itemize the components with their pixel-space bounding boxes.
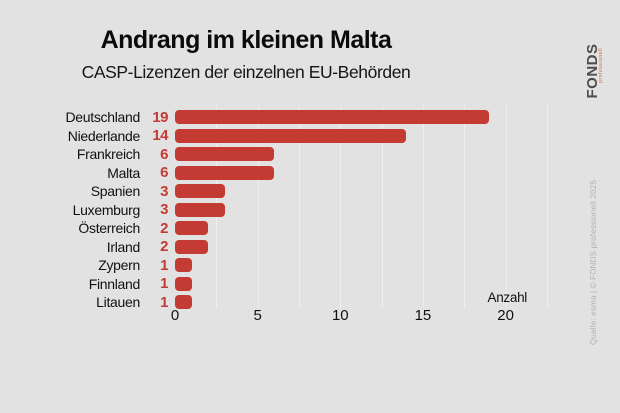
fonds-logo-rotated: FONDS professionell [584, 43, 604, 99]
x-tick: 0 [170, 307, 180, 324]
chart-title: Andrang im kleinen Malta [100, 26, 392, 54]
bar-rows: Deutschland 19 Niederlande 14 Frankreich 6 Mal… [0, 108, 620, 312]
gridline [299, 103, 300, 308]
category-label: Malta [107, 164, 140, 181]
bar [175, 147, 275, 162]
bar [175, 239, 209, 254]
bar-track [175, 202, 620, 217]
bar [175, 165, 275, 180]
category-label: Litauen [96, 294, 140, 311]
value-label: 3 [160, 182, 168, 200]
x-tick: 20 [497, 307, 514, 324]
x-tick: 15 [414, 307, 432, 324]
category-label: Zypern [98, 257, 140, 274]
bar-track [175, 128, 620, 143]
bar-row: Malta 6 [0, 164, 620, 183]
category-label: Niederlande [67, 127, 141, 144]
bar [175, 184, 225, 199]
chart-subtitle: CASP-Lizenzen der einzelnen EU-Behörden [81, 62, 411, 82]
bar-track [175, 110, 620, 125]
bar-track [175, 184, 620, 199]
gridline [547, 103, 548, 308]
value-label: 1 [160, 293, 168, 311]
x-tick: 10 [331, 307, 349, 324]
bar [175, 221, 209, 236]
fonds-logo: FONDS professionell [584, 24, 620, 99]
bar [175, 202, 225, 217]
bar-track [175, 221, 620, 236]
bar [175, 276, 192, 291]
gridline [382, 103, 383, 308]
bar-track [175, 165, 620, 180]
gridline [423, 103, 424, 308]
bar-row: Litauen 1 [0, 293, 620, 312]
category-label: Deutschland [65, 109, 140, 126]
gridline [506, 103, 507, 308]
value-label: 3 [160, 201, 168, 219]
bar-track [175, 239, 620, 254]
value-label: 2 [160, 238, 168, 256]
category-label: Frankreich [76, 146, 140, 163]
bar-track [175, 147, 620, 162]
value-label: 1 [160, 256, 168, 274]
category-label: Finnland [88, 275, 141, 292]
bar [175, 258, 192, 273]
category-label: Österreich [78, 220, 140, 237]
bar-row: Spanien 3 [0, 182, 620, 201]
gridline [258, 103, 259, 308]
category-label: Luxemburg [72, 201, 141, 218]
value-label: 2 [160, 219, 168, 237]
bar-row: Irland 2 [0, 238, 620, 257]
bar-row: Frankreich 6 [0, 145, 620, 164]
bar [175, 295, 192, 310]
gridline [464, 103, 465, 308]
bar-row: Finnland 1 [0, 275, 620, 294]
bar [175, 128, 407, 143]
bar-track [175, 258, 620, 273]
bar-track [175, 276, 620, 291]
gridline [340, 103, 341, 308]
x-axis-label: Anzahl [487, 290, 528, 305]
value-label: 6 [160, 145, 168, 163]
value-label: 14 [152, 127, 168, 145]
bar-chart: Deutschland 19 Niederlande 14 Frankreich 6 Mal… [0, 103, 620, 333]
bar-row: Niederlande 14 [0, 127, 620, 146]
value-label: 6 [160, 164, 168, 182]
x-tick: 5 [253, 307, 262, 324]
bar [175, 110, 490, 125]
bar-row: Österreich 2 [0, 219, 620, 238]
value-label: 19 [152, 108, 168, 126]
category-label: Irland [106, 238, 141, 255]
bar-row: Zypern 1 [0, 256, 620, 275]
bar-track [175, 295, 620, 310]
category-label: Spanien [90, 183, 141, 200]
bar-row: Deutschland 19 [0, 108, 620, 127]
bar-row: Luxemburg 3 [0, 201, 620, 220]
value-label: 1 [160, 275, 168, 293]
